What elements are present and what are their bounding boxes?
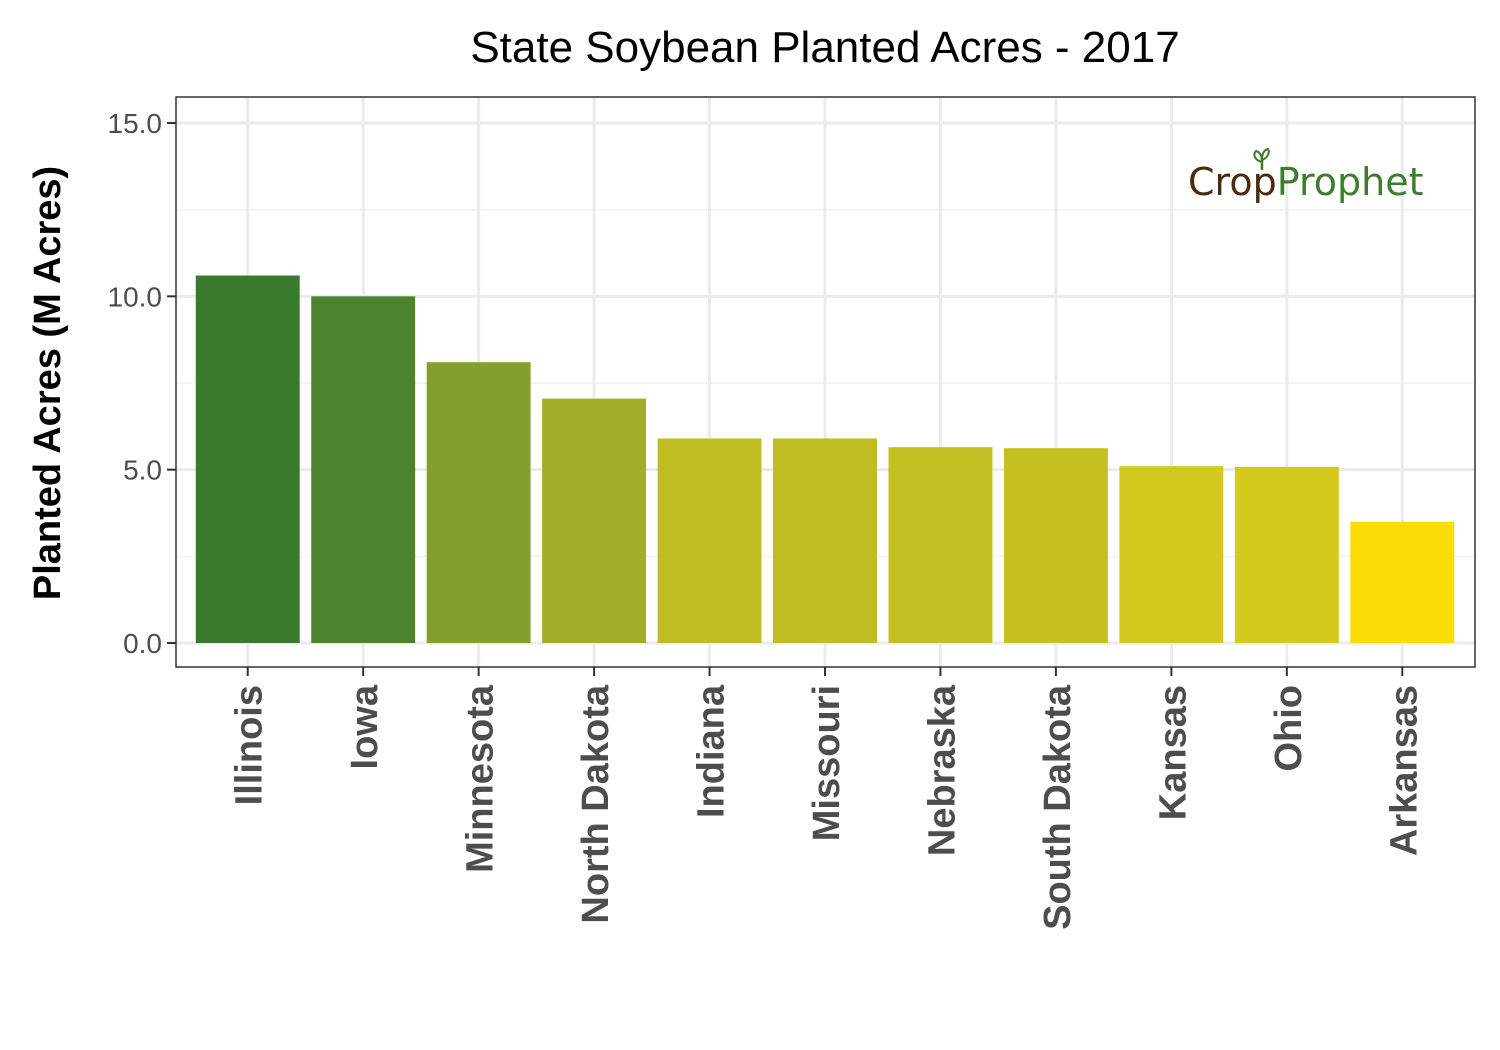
- logo-wordmark: CropProphet: [1188, 160, 1423, 204]
- y-tick-label: 10.0: [108, 281, 163, 312]
- bar-missouri: [773, 438, 877, 643]
- x-tick-label: Indiana: [691, 684, 733, 818]
- bar-indiana: [657, 438, 762, 643]
- x-tick-label: Nebraska: [921, 684, 963, 856]
- y-tick-label: 0.0: [123, 628, 162, 659]
- logo-crop-p: p: [1253, 160, 1277, 204]
- x-tick-label: Missouri: [806, 685, 848, 841]
- x-tick-label: North Dakota: [575, 684, 617, 923]
- x-tick-label: Arkansas: [1383, 685, 1425, 856]
- bar-illinois: [195, 275, 300, 643]
- logo-prophet-text: Prophet: [1277, 160, 1424, 204]
- logo-crop-o: o: [1229, 160, 1252, 204]
- x-tick-label: Iowa: [344, 684, 386, 769]
- x-tick-label: Illinois: [229, 685, 271, 805]
- x-tick-label: South Dakota: [1037, 684, 1079, 930]
- bar-arkansas: [1350, 521, 1455, 643]
- logo-crop-text: Cr: [1188, 160, 1231, 204]
- x-tick-label: Ohio: [1268, 685, 1310, 772]
- x-tick-label: Minnesota: [460, 684, 502, 873]
- bar-minnesota: [426, 362, 531, 643]
- sprout-icon: [1253, 147, 1270, 170]
- bar-nebraska: [888, 447, 993, 643]
- cropprophet-logo: CropProphet: [1188, 147, 1423, 204]
- bar-ohio: [1234, 466, 1339, 643]
- bar-iowa: [311, 296, 416, 643]
- y-tick-label: 15.0: [108, 108, 163, 139]
- x-axis: Illinois Iowa Minnesota North Dakota Indiana…: [229, 667, 1425, 930]
- y-axis-label: Planted Acres (M Acres): [27, 166, 69, 600]
- x-tick-label: Kansas: [1152, 685, 1194, 820]
- y-tick-label: 5.0: [123, 455, 162, 486]
- bars: [195, 275, 1455, 643]
- y-axis: 0.0 5.0 10.0 15.0: [108, 108, 176, 659]
- chart-title: State Soybean Planted Acres - 2017: [470, 23, 1179, 72]
- bar-north-dakota: [542, 398, 647, 643]
- bar-south-dakota: [1003, 448, 1108, 643]
- bar-kansas: [1119, 466, 1224, 643]
